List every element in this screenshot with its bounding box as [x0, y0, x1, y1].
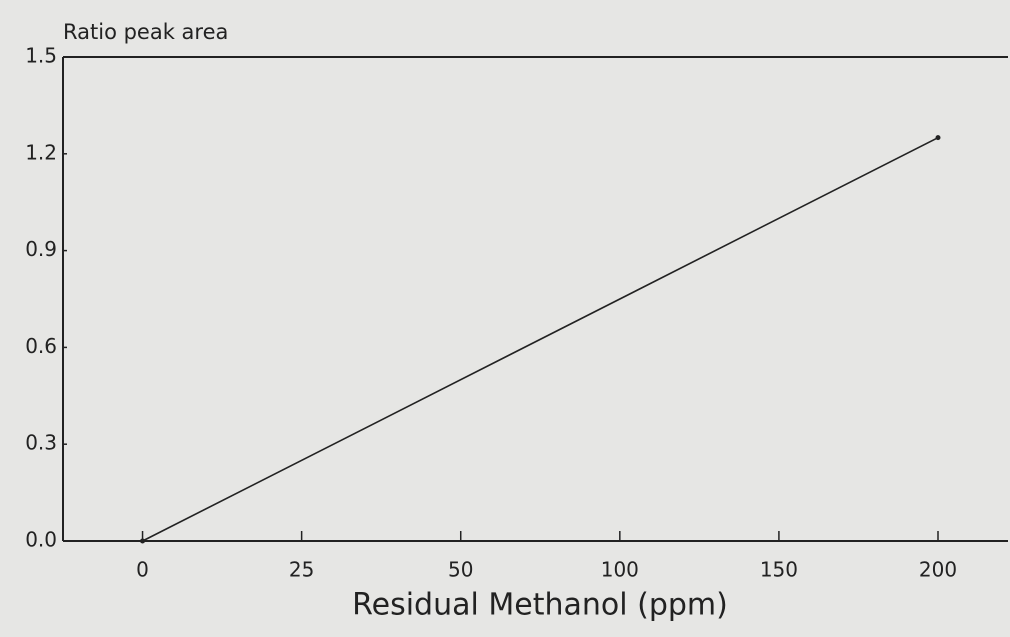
y-tick-label: 0.3 — [25, 431, 57, 455]
x-tick-label: 150 — [760, 558, 798, 582]
y-axis-title: Ratio peak area — [63, 20, 228, 44]
y-tick-label: 0.9 — [25, 237, 57, 261]
data-line — [142, 136, 939, 542]
y-tick-label: 1.5 — [25, 44, 57, 68]
y-tick-label: 1.2 — [25, 140, 57, 164]
y-tick-label: 0.6 — [25, 334, 57, 358]
data-point — [140, 538, 146, 544]
x-tick-label: 25 — [289, 558, 314, 582]
x-tick-label: 100 — [601, 558, 639, 582]
y-tick-label: 0.0 — [25, 528, 57, 552]
x-axis-title: Residual Methanol (ppm) — [352, 588, 728, 623]
x-tick-label: 0 — [136, 558, 149, 582]
data-point — [935, 135, 941, 141]
x-tick-label: 50 — [448, 558, 473, 582]
x-tick-label: 200 — [919, 558, 957, 582]
